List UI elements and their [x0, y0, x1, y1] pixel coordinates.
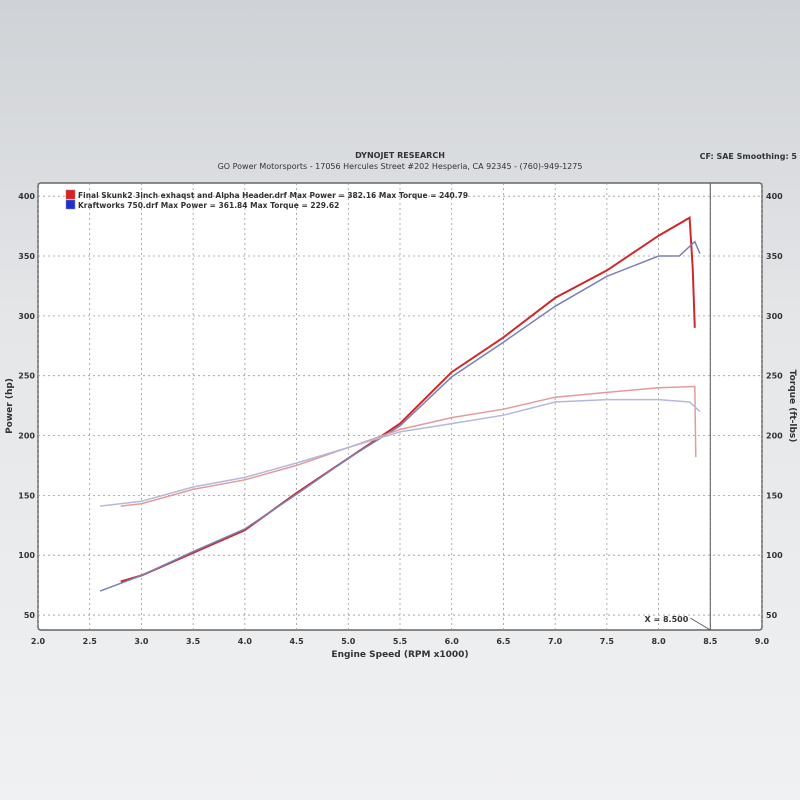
y-tick-label: 350 [18, 252, 35, 261]
y-tick-label: 150 [18, 491, 35, 500]
y2-tick-label: 200 [766, 432, 783, 441]
legend-swatch [65, 199, 76, 210]
x-tick-label: 5.5 [393, 637, 408, 646]
x-tick-label: 4.5 [289, 637, 304, 646]
x-tick-label: 7.0 [548, 637, 563, 646]
y2-axis-label: Torque (ft-lbs) [787, 370, 797, 443]
x-tick-label: 3.5 [186, 637, 201, 646]
series-line-power [120, 216, 696, 583]
series-line-torque [100, 398, 701, 507]
x-tick-label: 6.5 [496, 637, 511, 646]
y-tick-label: 50 [24, 611, 36, 620]
cursor-label: X = 8.500 [645, 615, 689, 624]
plot-area [37, 182, 763, 631]
y-tick-label: 400 [18, 192, 35, 201]
series-line-torque [120, 385, 697, 507]
y-axis-label: Power (hp) [5, 378, 15, 434]
y2-tick-label: 300 [766, 312, 783, 321]
x-tick-label: 8.5 [703, 637, 718, 646]
y2-tick-label: 400 [766, 192, 783, 201]
x-tick-label: 2.0 [31, 637, 46, 646]
chart-subtitle: GO Power Motorsports - 17056 Hercules St… [217, 162, 583, 171]
y-tick-label: 200 [18, 432, 35, 441]
y-tick-label: 100 [18, 551, 35, 560]
y2-tick-label: 350 [766, 252, 783, 261]
y-tick-label: 300 [18, 312, 35, 321]
x-tick-label: 4.0 [238, 637, 253, 646]
x-tick-label: 3.0 [134, 637, 149, 646]
x-tick-label: 2.5 [83, 637, 98, 646]
y2-tick-label: 250 [766, 372, 783, 381]
chart-title: DYNOJET RESEARCH [355, 151, 445, 160]
cursor-leader [690, 617, 711, 631]
y2-tick-label: 50 [766, 611, 778, 620]
settings-label: CF: SAE Smoothing: 5 [699, 152, 797, 161]
legend-swatch [65, 189, 76, 200]
x-tick-label: 8.0 [651, 637, 666, 646]
legend-entry: Final Skunk2 3inch exhaqst and Alpha Hea… [78, 191, 468, 200]
y2-tick-label: 100 [766, 551, 783, 560]
x-tick-label: 9.0 [755, 637, 770, 646]
x-tick-label: 7.5 [600, 637, 615, 646]
legend-entry: Kraftworks 750.drf Max Power = 361.84 Ma… [78, 201, 339, 210]
series-line-power [99, 240, 701, 592]
x-axis-label: Engine Speed (RPM x1000) [331, 650, 468, 660]
x-tick-label: 6.0 [445, 637, 460, 646]
x-tick-label: 5.0 [341, 637, 356, 646]
y2-tick-label: 150 [766, 491, 783, 500]
y-tick-label: 250 [18, 372, 35, 381]
